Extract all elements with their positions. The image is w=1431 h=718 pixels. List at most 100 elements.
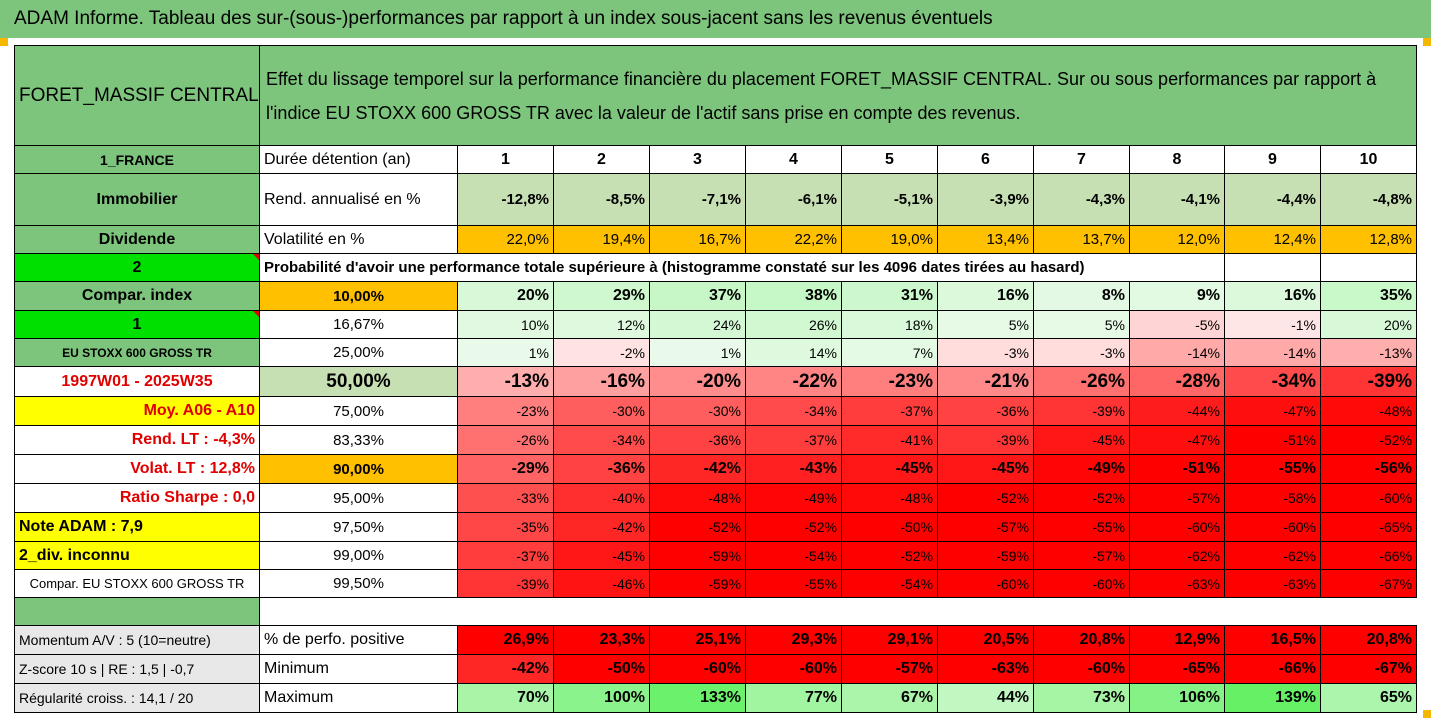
stat-value: -63% (937, 654, 1034, 684)
percentile-value: -62% (1224, 541, 1321, 570)
percentile-value: 31% (841, 281, 938, 311)
percentile-value: -52% (1319, 425, 1418, 455)
rend-value: -3,9% (937, 173, 1034, 226)
percentile-value: -48% (841, 483, 938, 513)
stat-value: -67% (1319, 654, 1418, 684)
rend-value: -6,1% (745, 173, 842, 226)
regularite-label: Régularité croiss. : 14,1 / 20 (14, 683, 260, 713)
stats-row: Z-score 10 s | RE : 1,5 | -0,7 Minimum -42… (14, 654, 1418, 684)
vol-value: 12,8% (1319, 225, 1418, 254)
rend-value: -4,1% (1129, 173, 1225, 226)
percentile-value: -57% (1033, 541, 1130, 570)
rend-value: -8,5% (553, 173, 650, 226)
percentile-value: -52% (649, 512, 746, 542)
year-header: 7 (1033, 145, 1130, 174)
percentile-value: -56% (1319, 454, 1418, 484)
percentile-value: -36% (553, 454, 650, 484)
percentile-value: -48% (649, 483, 746, 513)
vol-row: Dividende Volatilité en % 22,0% 19,4% 16,7% 2… (14, 225, 1418, 254)
percentile-value: 26% (745, 310, 842, 339)
percentile-label: 97,50% (259, 512, 458, 542)
vol-value: 22,0% (457, 225, 554, 254)
spacer-cell (14, 597, 260, 626)
stat-value: 100% (553, 683, 650, 713)
percentile-value: -65% (1319, 512, 1418, 542)
percentile-value: -28% (1129, 366, 1225, 397)
percentile-value: 18% (841, 310, 938, 339)
stat-value: 67% (841, 683, 938, 713)
stat-value: -60% (649, 654, 746, 684)
percentile-row: 1997W01 - 2025W35 50,00% -13% -16% -20% -22% -… (14, 366, 1418, 397)
stat-value: -50% (553, 654, 650, 684)
vol-value: 19,0% (841, 225, 938, 254)
percentile-value: -52% (937, 483, 1034, 513)
percentile-value: 7% (841, 338, 938, 367)
stats-row: Régularité croiss. : 14,1 / 20 Maximum 70%… (14, 683, 1418, 713)
percentile-value: -29% (457, 454, 554, 484)
percentile-value: 9% (1129, 281, 1225, 311)
country-label: 1_FRANCE (14, 145, 260, 174)
percentile-value: -60% (1319, 483, 1418, 513)
percentile-value: -52% (1033, 483, 1130, 513)
percentile-value: -37% (745, 425, 842, 455)
year-header: 3 (649, 145, 746, 174)
stat-value: 133% (649, 683, 746, 713)
flag-2: 2 (14, 253, 260, 282)
percentile-value: -43% (745, 454, 842, 484)
vol-value: 22,2% (745, 225, 842, 254)
percentile-value: -57% (937, 512, 1034, 542)
stat-value: 20,5% (937, 625, 1034, 655)
vol-value: 13,4% (937, 225, 1034, 254)
momentum-label: Momentum A/V : 5 (10=neutre) (14, 625, 260, 655)
vol-value: 13,7% (1033, 225, 1130, 254)
percentile-value: -63% (1129, 569, 1225, 598)
percentile-value: -55% (1033, 512, 1130, 542)
percentile-value: -60% (1129, 512, 1225, 542)
year-header: 10 (1319, 145, 1418, 174)
compar-index-label: Compar. index (14, 281, 260, 311)
category-label: Immobilier (14, 173, 260, 226)
percentile-value: -49% (1033, 454, 1130, 484)
stat-value: 23,3% (553, 625, 650, 655)
prob-caption-row: 2 Probabilité d'avoir une performance tot… (14, 253, 1418, 282)
percentile-value: -14% (1224, 338, 1321, 367)
percentile-value: -63% (1224, 569, 1321, 598)
percentile-row: Moy. A06 - A10 75,00% -23% -30% -30% -34% -37%… (14, 396, 1418, 426)
sharpe-label: Ratio Sharpe : 0,0 (14, 483, 260, 513)
percentile-value: -26% (1033, 366, 1130, 397)
stat-value: 26,9% (457, 625, 554, 655)
stat-value: 44% (937, 683, 1034, 713)
percentile-value: -54% (745, 541, 842, 570)
percentile-value: -47% (1129, 425, 1225, 455)
percentile-value: -59% (937, 541, 1034, 570)
percentile-label: 50,00% (259, 366, 458, 397)
compar-full-label: Compar. EU STOXX 600 GROSS TR (14, 569, 260, 598)
percentile-value: -23% (841, 366, 938, 397)
year-header: 2 (553, 145, 650, 174)
report-title: ADAM Informe. Tableau des sur-(sous-)per… (0, 0, 1431, 38)
percentile-value: -37% (841, 396, 938, 426)
percentile-label: 99,00% (259, 541, 458, 570)
percentile-value: -16% (553, 366, 650, 397)
percentile-value: 5% (1033, 310, 1130, 339)
spacer-row (14, 597, 1417, 626)
empty-cell (1224, 253, 1321, 282)
percentile-value: -60% (937, 569, 1034, 598)
index-name: EU STOXX 600 GROSS TR (14, 338, 260, 367)
rend-value: -4,4% (1224, 173, 1321, 226)
percentile-value: -51% (1129, 454, 1225, 484)
percentile-value: -55% (1224, 454, 1321, 484)
percentile-value: -47% (1224, 396, 1321, 426)
percentile-value: -40% (553, 483, 650, 513)
percentile-value: 20% (1319, 310, 1418, 339)
flag-1: 1 (14, 310, 260, 339)
percentile-value: -39% (1033, 396, 1130, 426)
stat-value: -60% (1033, 654, 1130, 684)
stat-value: 73% (1033, 683, 1130, 713)
stat-value: 16,5% (1224, 625, 1321, 655)
year-header: 8 (1129, 145, 1225, 174)
percentile-row: Compar. index 10,00% 20% 29% 37% 38% 31% 16% 8% 9… (14, 281, 1418, 311)
percentile-value: 14% (745, 338, 842, 367)
percentile-value: -48% (1319, 396, 1418, 426)
percentile-label: 99,50% (259, 569, 458, 598)
